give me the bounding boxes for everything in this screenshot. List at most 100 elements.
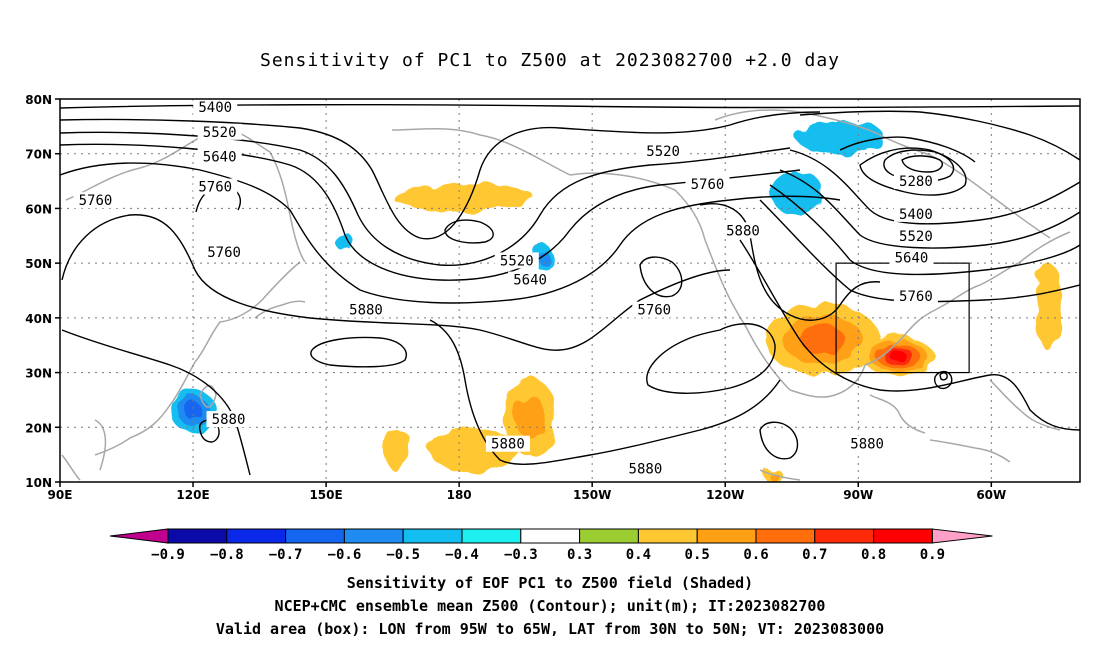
caption-contour: NCEP+CMC ensemble mean Z500 (Contour); u… — [274, 597, 826, 615]
positive-sensitivity-area — [383, 427, 411, 472]
contour-label: 5760 — [73, 192, 118, 209]
colorbar-label: −0.3 — [504, 547, 538, 563]
y-tick-label: 10N — [25, 476, 52, 490]
svg-text:5640: 5640 — [513, 273, 547, 289]
colorbar-bin — [520, 528, 581, 544]
contour-label: 5760 — [193, 178, 238, 196]
positive-sensitivity-area — [800, 325, 846, 354]
y-tick-label: 80N — [25, 93, 52, 107]
svg-text:5400: 5400 — [198, 100, 232, 116]
svg-text:5880: 5880 — [850, 437, 884, 453]
colorbar-label: 0.6 — [743, 547, 768, 563]
svg-text:5640: 5640 — [203, 149, 237, 165]
x-tick-label: 60W — [976, 488, 1006, 502]
negative-sensitivity-area — [796, 120, 885, 154]
positive-sensitivity-area — [889, 351, 907, 361]
contour-label: 5520 — [197, 123, 242, 141]
positive-sensitivity-area — [392, 183, 535, 212]
contour-label: 5760 — [685, 175, 730, 193]
caption-valid-area: Valid area (box): LON from 95W to 65W, L… — [215, 620, 885, 638]
colorbar-label: −0.7 — [269, 547, 303, 563]
map-axes: 90E 120E 150E 180 150W 120W 90W 60W 80N 70N 60N 50N… — [25, 93, 1006, 502]
y-tick-label: 60N — [25, 202, 52, 216]
y-tick-label: 30N — [25, 367, 52, 381]
svg-text:5880: 5880 — [212, 412, 246, 428]
colorbar-label: −0.9 — [151, 547, 185, 563]
colorbar-bin — [167, 528, 228, 544]
caption-shading: Sensitivity of EOF PC1 to Z500 field (Sh… — [346, 574, 754, 592]
contour-label: 5520 — [641, 142, 686, 160]
colorbar-label: 0.5 — [685, 547, 710, 563]
colorbar-label: 0.3 — [567, 547, 592, 563]
svg-text:5640: 5640 — [895, 251, 929, 267]
contour-label: 5400 — [893, 205, 938, 223]
contour-label: 5760 — [632, 301, 677, 319]
colorbar-bin — [814, 528, 875, 544]
colorbar-label: −0.6 — [328, 547, 362, 563]
colorbar-label: 0.8 — [861, 547, 886, 563]
colorbar-bin — [579, 528, 639, 544]
colorbar-label: 0.4 — [626, 547, 651, 563]
contour-label: 5880 — [623, 460, 668, 477]
contour-label: 5880 — [720, 222, 765, 239]
x-tick-label: 90E — [48, 488, 73, 502]
contour-label: 5880 — [206, 411, 251, 428]
colorbar-label: −0.5 — [386, 547, 420, 563]
contour-label: 5880 — [344, 301, 388, 319]
y-tick-label: 70N — [25, 148, 52, 162]
svg-text:5280: 5280 — [899, 174, 933, 190]
y-tick-label: 40N — [25, 312, 52, 326]
svg-text:5760: 5760 — [79, 193, 113, 209]
x-tick-label: 120W — [706, 488, 744, 502]
contour-label: 5880 — [485, 435, 530, 453]
contour-label: 5880 — [845, 435, 890, 453]
colorbar-bin — [696, 528, 757, 544]
coastlines — [61, 109, 1071, 481]
svg-text:5520: 5520 — [646, 144, 680, 160]
svg-text:5760: 5760 — [899, 289, 933, 305]
svg-text:5760: 5760 — [207, 245, 241, 261]
positive-sensitivity-area — [515, 394, 546, 438]
svg-text:5880: 5880 — [349, 303, 383, 319]
svg-text:5400: 5400 — [899, 207, 933, 223]
contour-labels: 5400 5520 5640 5760 5760 5760 5880 5880 5520 5640… — [73, 99, 938, 477]
contour-label: 5280 — [893, 173, 938, 190]
colorbar-bin — [461, 528, 522, 544]
y-tick-label: 20N — [25, 421, 52, 435]
colorbar-bin — [285, 528, 345, 544]
contour-label: 5760 — [202, 244, 247, 261]
contour-label: 5640 — [889, 249, 934, 267]
colorbar-label: −0.4 — [445, 547, 479, 563]
colorbar-bin — [402, 528, 463, 544]
chart-title: Sensitivity of PC1 to Z500 at 2023082700… — [259, 50, 840, 71]
contour-label: 5760 — [893, 287, 938, 305]
negative-sensitivity-area — [184, 402, 202, 420]
colorbar-label: 0.9 — [920, 547, 945, 563]
colorbar-bin — [755, 528, 816, 544]
svg-text:5520: 5520 — [203, 125, 237, 141]
colorbar-bin — [343, 528, 404, 544]
contour-label: 5520 — [494, 252, 539, 269]
colorbar-bin — [873, 528, 933, 544]
colorbar-label: 0.7 — [802, 547, 827, 563]
negative-sensitivity-area — [769, 170, 823, 214]
svg-text:5520: 5520 — [899, 229, 933, 245]
colorbar-low-arrow — [109, 528, 169, 544]
colorbar-bin — [637, 528, 698, 544]
svg-text:5520: 5520 — [500, 253, 534, 269]
contour-label: 5640 — [197, 148, 242, 165]
positive-sensitivity-area — [1035, 263, 1063, 351]
contour-label: 5640 — [508, 271, 553, 289]
contour-label: 5520 — [893, 227, 938, 245]
y-tick-label: 50N — [25, 257, 52, 271]
colorbar-bin — [226, 528, 287, 544]
plot-frame — [59, 98, 1081, 483]
x-tick-label: 120E — [176, 488, 209, 502]
x-tick-label: 150W — [573, 488, 611, 502]
svg-text:5760: 5760 — [691, 177, 725, 193]
colorbar: −0.9 −0.8 −0.7 −0.6 −0.5 −0.4 −0.3 0.3 0.4 0.5 0.6… — [109, 528, 993, 563]
colorbar-high-arrow — [931, 528, 993, 544]
x-tick-label: 90W — [843, 488, 873, 502]
sensitivity-shading — [170, 120, 1063, 482]
